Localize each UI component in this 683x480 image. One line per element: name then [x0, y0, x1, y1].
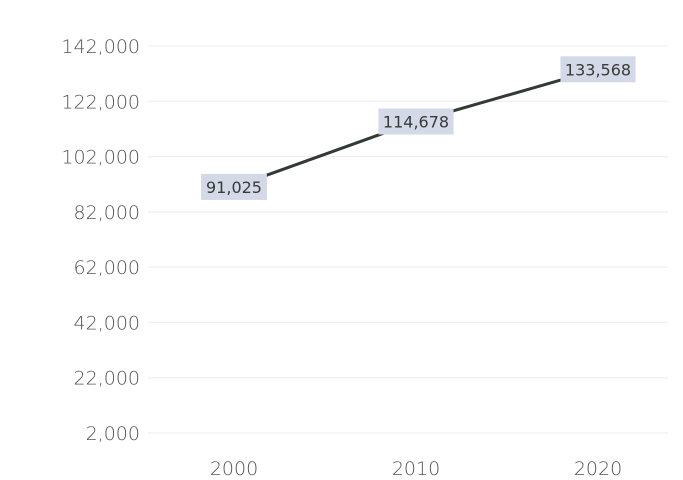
x-tick-label: 2020: [574, 458, 622, 480]
x-tick-label: 2000: [210, 458, 258, 480]
data-label-box: [560, 56, 636, 83]
data-label-text: 114,678: [383, 113, 449, 132]
y-tick-label: 42,000: [74, 312, 140, 334]
y-tick-label: 22,000: [74, 368, 140, 390]
x-tick-label: 2010: [392, 458, 440, 480]
gridlines: [148, 45, 668, 434]
data-label-text: 133,568: [565, 60, 631, 79]
data-label-box: [378, 108, 454, 135]
y-tick-label: 62,000: [74, 257, 140, 279]
y-tick-label: 102,000: [61, 147, 140, 169]
y-tick-label: 142,000: [61, 36, 140, 58]
data-labels: 91,025 114,678 133,568: [201, 56, 636, 200]
data-label-text: 91,025: [206, 178, 262, 197]
data-label-box: [201, 173, 267, 200]
data-label: 133,568: [560, 56, 636, 83]
y-tick-label: 2,000: [86, 423, 140, 445]
data-label: 91,025: [201, 173, 267, 200]
x-axis-tick-labels: 2000 2010 2020: [210, 458, 622, 480]
y-tick-label: 122,000: [61, 91, 140, 113]
data-label: 114,678: [378, 108, 454, 135]
y-tick-label: 82,000: [74, 202, 140, 224]
y-axis-tick-labels: 2,000 22,000 42,000 62,000 82,000 102,000 122,…: [61, 36, 140, 445]
